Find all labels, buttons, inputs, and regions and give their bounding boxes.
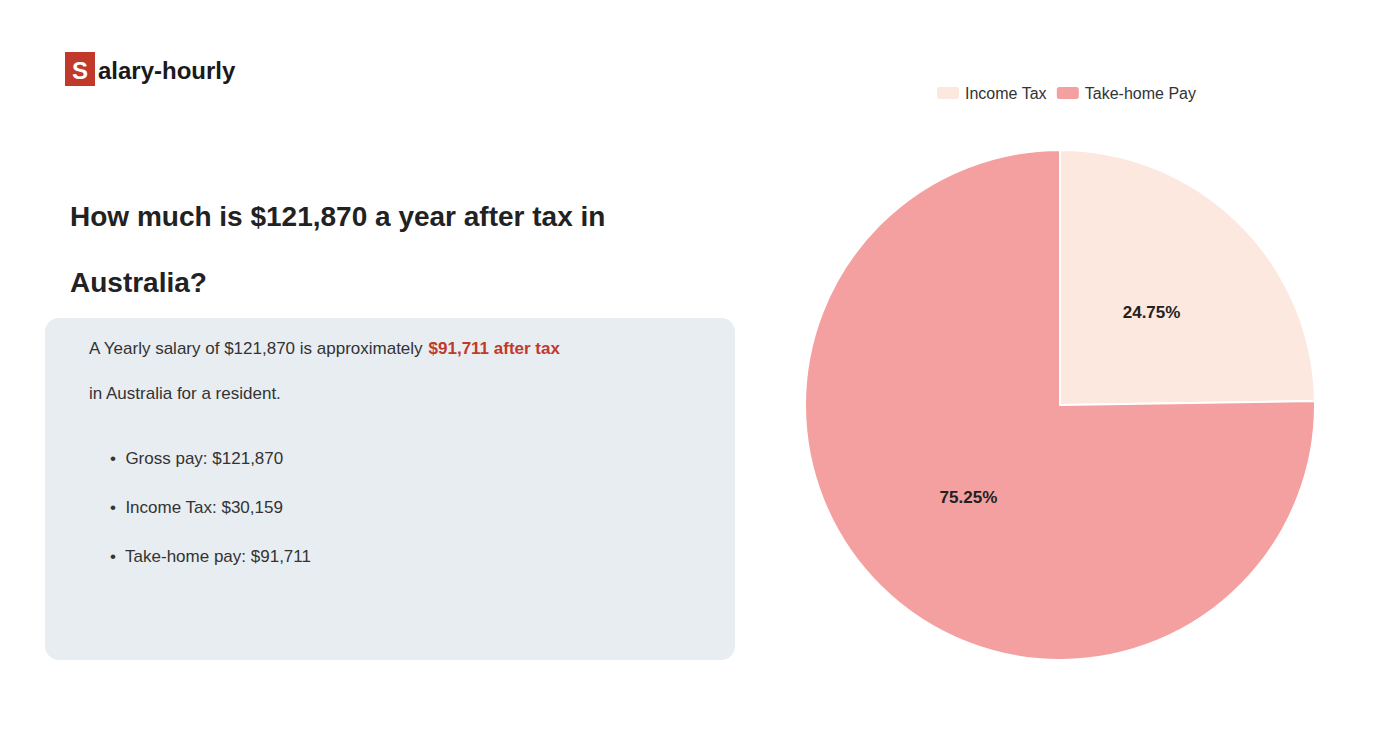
svg-text:75.25%: 75.25% bbox=[940, 488, 998, 507]
svg-text:Australia?: Australia? bbox=[70, 267, 207, 298]
svg-text:Income Tax: Income Tax bbox=[965, 85, 1047, 102]
svg-text:24.75%: 24.75% bbox=[1123, 303, 1181, 322]
svg-text:• Income Tax: $30,159: • Income Tax: $30,159 bbox=[110, 498, 283, 517]
svg-text:• Take-home pay: $91,711: • Take-home pay: $91,711 bbox=[110, 547, 311, 566]
svg-text:Take-home Pay: Take-home Pay bbox=[1085, 85, 1196, 102]
svg-text:alary-hourly: alary-hourly bbox=[98, 57, 236, 84]
svg-text:• Gross pay: $121,870: • Gross pay: $121,870 bbox=[110, 449, 283, 468]
svg-text:How much is $121,870 a year af: How much is $121,870 a year after tax in bbox=[70, 201, 605, 232]
svg-text:$91,711 after tax: $91,711 after tax bbox=[429, 339, 561, 358]
svg-text:in Australia for a resident.: in Australia for a resident. bbox=[89, 384, 281, 403]
svg-text:S: S bbox=[72, 57, 88, 84]
svg-text:A Yearly salary of $121,870 is: A Yearly salary of $121,870 is approxima… bbox=[89, 339, 427, 358]
